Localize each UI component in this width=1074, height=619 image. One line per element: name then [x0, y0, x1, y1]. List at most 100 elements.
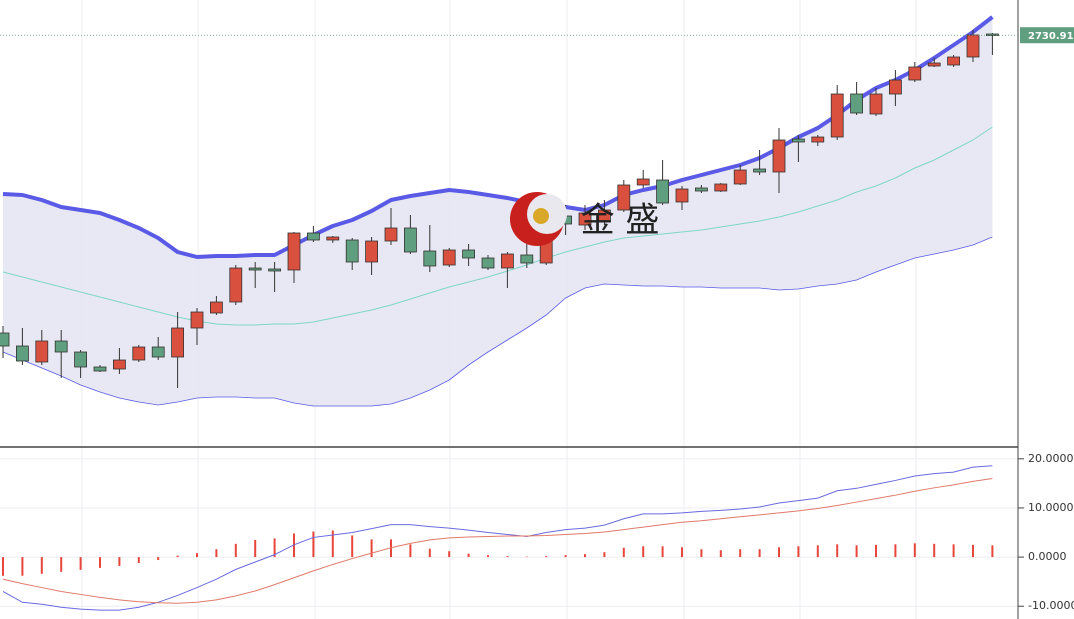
y-tick-label: 10.0000 [1028, 501, 1074, 514]
histogram-bar [816, 545, 819, 558]
candle-body [248, 267, 262, 271]
candle-body [792, 138, 805, 143]
histogram-bar [875, 544, 877, 558]
candle-body [850, 93, 863, 114]
lower-band [2, 236, 993, 407]
histogram-bar [719, 550, 722, 558]
histogram-bar [254, 539, 257, 558]
histogram-bar [409, 544, 412, 558]
candle-body [345, 239, 359, 263]
y-tick-label: 20.0000 [1028, 452, 1074, 465]
candle-body [462, 249, 476, 259]
candle-body [423, 250, 437, 267]
histogram-bar [778, 547, 780, 558]
histogram-bar [487, 555, 489, 558]
candle-body [578, 212, 592, 226]
candle-body [113, 359, 126, 370]
candle-body [869, 93, 883, 115]
macd-line [2, 477, 993, 604]
candle-body [966, 34, 980, 58]
histogram-bar [525, 556, 528, 558]
histogram-bar [157, 557, 160, 561]
candle-body [753, 168, 766, 173]
histogram-bar [2, 557, 4, 576]
candle-body [287, 232, 301, 271]
histogram-bar [234, 543, 237, 558]
candle-body [598, 209, 611, 223]
candle-body [656, 179, 669, 204]
histogram-bar [584, 554, 586, 558]
histogram-bar [196, 553, 198, 558]
middle-band [2, 126, 993, 326]
histogram-bar [622, 547, 625, 558]
candle-body [986, 33, 999, 36]
candle-body [306, 232, 320, 241]
candle-body [520, 254, 534, 264]
histogram-bar [933, 543, 936, 558]
y-tick-label: 0.0000 [1028, 550, 1067, 563]
candle-body [733, 169, 747, 185]
candle-body [35, 340, 49, 363]
candle-body [481, 257, 495, 269]
histogram-bar [952, 544, 955, 558]
candle-body [500, 253, 514, 269]
histogram-bar [681, 547, 683, 558]
histogram-bar [700, 549, 703, 558]
candle-body [714, 183, 728, 192]
candle-body [93, 366, 107, 372]
watermark: 金 盛 [581, 201, 660, 241]
candle-body [74, 351, 87, 368]
histogram-bar [370, 539, 373, 558]
histogram-bar [894, 544, 897, 558]
logo [510, 192, 567, 246]
candle-body [190, 311, 204, 329]
histogram-bar [506, 556, 509, 558]
histogram-bar [99, 557, 101, 568]
histogram-bar [118, 557, 121, 566]
candle-body [889, 79, 902, 95]
candle-body [675, 188, 689, 203]
last-price-label: 2730.91 [1028, 31, 1074, 42]
histogram-bar [564, 555, 567, 558]
candle-body [927, 62, 941, 67]
histogram-bar [137, 557, 140, 563]
candle-body [442, 249, 456, 266]
macd-line [2, 465, 993, 611]
candle-body [811, 136, 825, 143]
histogram-bar [991, 545, 994, 558]
histogram-bar [661, 546, 664, 558]
histogram-bar [40, 557, 43, 574]
histogram-bar [273, 538, 276, 558]
histogram-bar [176, 555, 179, 558]
candle-body [326, 236, 340, 241]
candle-body [772, 139, 786, 173]
histogram-bar [467, 553, 470, 558]
histogram-bar [60, 557, 63, 572]
candle-body [695, 187, 708, 192]
candle-body [171, 327, 185, 358]
candle-body [209, 301, 223, 314]
histogram-bar [351, 535, 354, 558]
histogram-bar [448, 551, 451, 558]
candle-body [0, 332, 10, 347]
histogram-bar [855, 545, 858, 558]
candle-body [132, 346, 146, 361]
histogram-bar [797, 546, 800, 558]
upper-band [2, 15, 994, 259]
histogram-bar [972, 544, 974, 558]
candle-body [54, 340, 68, 353]
histogram-bar [913, 543, 916, 558]
histogram-bar [739, 549, 742, 558]
histogram-bar [836, 544, 839, 558]
y-tick-label: -10.0000 [1028, 599, 1074, 612]
candle-body [229, 267, 243, 303]
candle-body [15, 345, 29, 362]
histogram-bar [312, 531, 315, 558]
histogram-bar [79, 557, 82, 570]
candle-body [403, 227, 417, 253]
candle-body [365, 240, 379, 263]
candle-body [947, 56, 960, 66]
histogram-bar [758, 549, 761, 558]
